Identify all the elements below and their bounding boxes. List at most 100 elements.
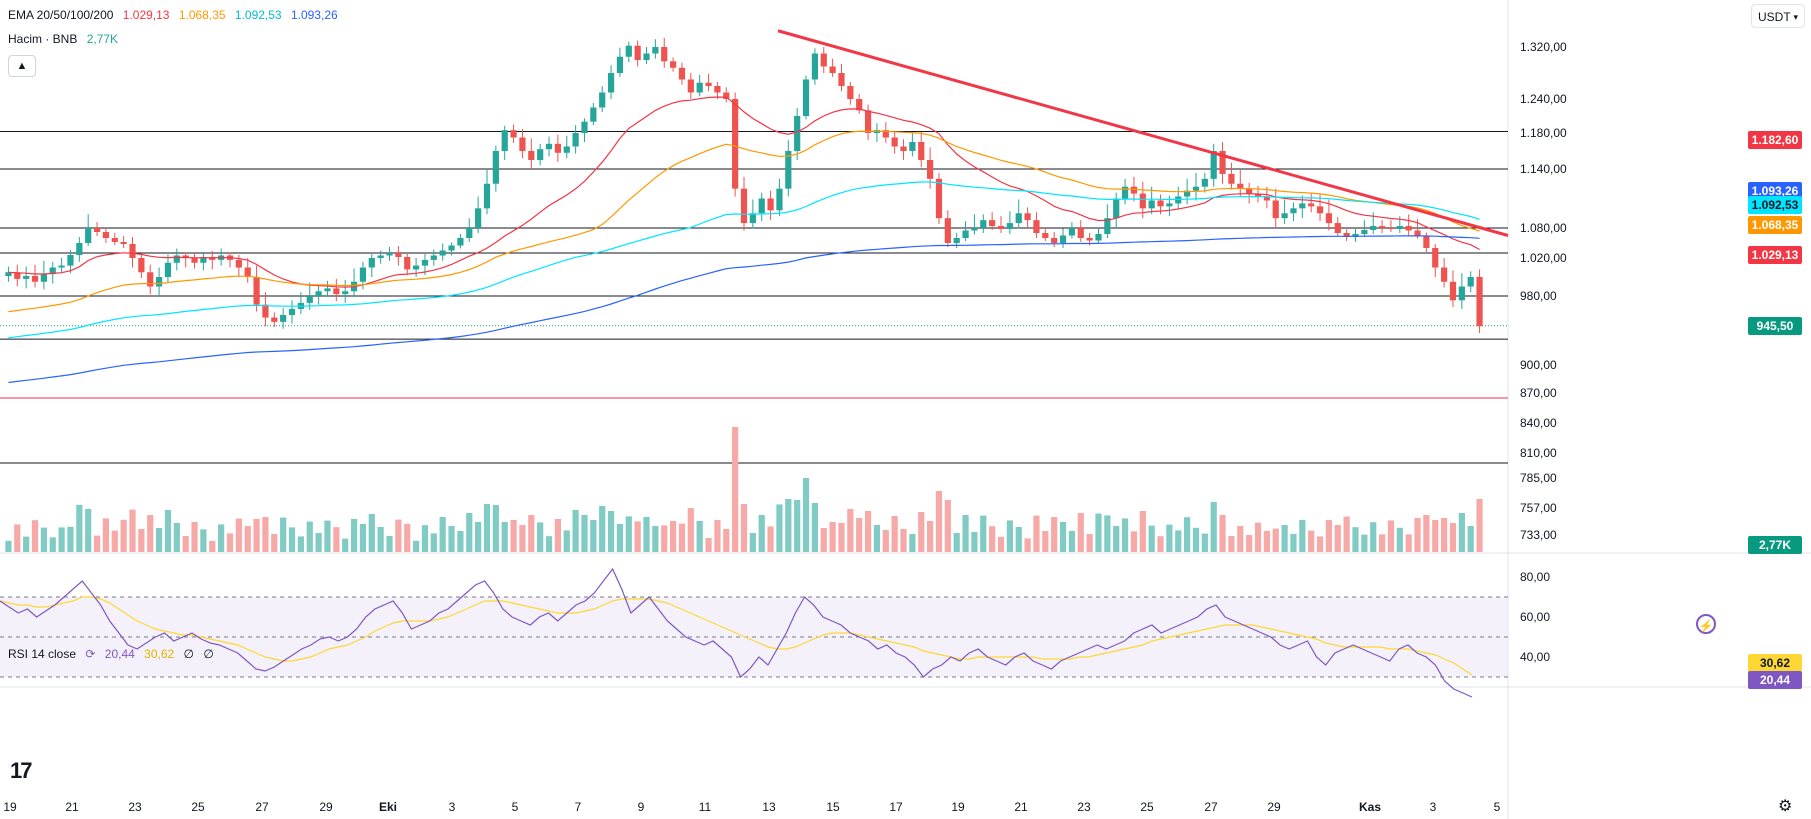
- candle-body[interactable]: [466, 228, 473, 238]
- rsi-line[interactable]: [0, 567, 1473, 698]
- volume-legend[interactable]: Hacim · BNB 2,77K: [8, 32, 124, 46]
- candle-body[interactable]: [661, 47, 668, 62]
- candle-body[interactable]: [643, 53, 650, 61]
- candle-body[interactable]: [164, 262, 172, 277]
- candle-body[interactable]: [1184, 190, 1191, 197]
- candle-body[interactable]: [1139, 193, 1146, 209]
- candle-body[interactable]: [58, 265, 65, 268]
- candle-body[interactable]: [93, 228, 101, 232]
- candle-body[interactable]: [882, 130, 889, 138]
- candle-body[interactable]: [634, 45, 641, 60]
- time-axis[interactable]: 19 21 23 25 27 29 Eki 3 5 7 9 11 13 15 17 19 21 23 25 27 29 K…: [3, 800, 1500, 814]
- candle-body[interactable]: [864, 110, 872, 133]
- candle-body[interactable]: [501, 130, 508, 151]
- candle-body[interactable]: [652, 47, 659, 54]
- candle-body[interactable]: [1006, 223, 1013, 229]
- candle-body[interactable]: [457, 238, 464, 246]
- candle-body[interactable]: [67, 255, 74, 266]
- candle-body[interactable]: [1051, 238, 1058, 243]
- ema-legend[interactable]: EMA 20/50/100/200 1.029,13 1.068,35 1.09…: [8, 8, 344, 22]
- candle-body[interactable]: [40, 274, 47, 282]
- candle-body[interactable]: [342, 291, 349, 295]
- candle-body[interactable]: [1378, 226, 1386, 228]
- candle-body[interactable]: [776, 188, 783, 211]
- candle-body[interactable]: [980, 220, 987, 228]
- candle-body[interactable]: [767, 198, 774, 211]
- candle-body[interactable]: [1113, 198, 1120, 219]
- candle-body[interactable]: [1210, 151, 1217, 179]
- candle-body[interactable]: [1449, 281, 1457, 301]
- flash-icon[interactable]: ⚡: [1696, 614, 1716, 634]
- candle-body[interactable]: [76, 243, 83, 255]
- candle-body[interactable]: [1254, 193, 1262, 197]
- candle-body[interactable]: [670, 61, 677, 68]
- candle-body[interactable]: [758, 198, 765, 214]
- candle-body[interactable]: [918, 142, 925, 160]
- candle-body[interactable]: [705, 82, 712, 86]
- candle-body[interactable]: [1095, 234, 1102, 241]
- candle-body[interactable]: [1077, 228, 1084, 238]
- candle-body[interactable]: [430, 255, 437, 260]
- tradingview-logo-icon[interactable]: 17: [10, 758, 33, 783]
- candle-body[interactable]: [253, 277, 260, 305]
- candle-body[interactable]: [182, 255, 189, 259]
- candle-body[interactable]: [935, 178, 943, 219]
- candle-body[interactable]: [554, 143, 561, 153]
- collapse-legend-button[interactable]: ▲: [8, 55, 36, 77]
- candle-body[interactable]: [749, 213, 756, 224]
- candle-body[interactable]: [1228, 173, 1235, 184]
- candle-body[interactable]: [1370, 226, 1377, 230]
- candle-body[interactable]: [138, 258, 145, 273]
- candle-body[interactable]: [909, 142, 916, 151]
- candle-body[interactable]: [412, 265, 420, 270]
- candle-body[interactable]: [1316, 206, 1324, 214]
- candle-body[interactable]: [1308, 203, 1315, 207]
- candle-body[interactable]: [714, 86, 721, 93]
- candle-body[interactable]: [404, 257, 411, 270]
- candle-body[interactable]: [1467, 277, 1474, 287]
- ema200-line[interactable]: [8, 235, 1480, 384]
- candle-body[interactable]: [723, 92, 730, 100]
- candle-body[interactable]: [1423, 235, 1430, 249]
- candle-body[interactable]: [625, 45, 632, 57]
- candle-body[interactable]: [891, 137, 898, 147]
- candle-body[interactable]: [306, 296, 313, 303]
- candle-body[interactable]: [1352, 234, 1359, 237]
- candle-body[interactable]: [1068, 228, 1076, 236]
- candle-body[interactable]: [111, 238, 118, 242]
- candle-body[interactable]: [1015, 213, 1022, 224]
- candle-body[interactable]: [200, 257, 207, 263]
- candle-body[interactable]: [209, 257, 216, 260]
- candle-body[interactable]: [927, 160, 934, 179]
- rsi-ma-line[interactable]: [0, 596, 1473, 676]
- candle-body[interactable]: [1157, 200, 1164, 207]
- candle-body[interactable]: [280, 314, 287, 322]
- candle-body[interactable]: [129, 244, 136, 258]
- candle-body[interactable]: [1325, 213, 1333, 224]
- ema100-line[interactable]: [8, 181, 1480, 339]
- candle-body[interactable]: [1059, 235, 1067, 244]
- candle-body[interactable]: [1396, 226, 1403, 229]
- candle-body[interactable]: [271, 317, 278, 322]
- candle-body[interactable]: [687, 79, 694, 93]
- candle-body[interactable]: [49, 267, 56, 275]
- candle-body[interactable]: [23, 276, 30, 279]
- candle-body[interactable]: [1033, 220, 1040, 233]
- candle-body[interactable]: [244, 267, 251, 278]
- candle-body[interactable]: [847, 86, 854, 99]
- candle-body[interactable]: [439, 250, 446, 256]
- candle-body[interactable]: [732, 99, 739, 189]
- candle-body[interactable]: [1192, 186, 1200, 191]
- candle-body[interactable]: [368, 258, 375, 268]
- candle-body[interactable]: [147, 272, 154, 287]
- candle-body[interactable]: [519, 137, 526, 152]
- candle-body[interactable]: [1290, 208, 1297, 214]
- candle-body[interactable]: [31, 276, 39, 282]
- candle-body[interactable]: [971, 228, 978, 231]
- candle-body[interactable]: [1201, 178, 1208, 187]
- candle-body[interactable]: [1263, 196, 1270, 201]
- candle-body[interactable]: [475, 208, 482, 228]
- candle-body[interactable]: [1299, 203, 1306, 209]
- candle-body[interactable]: [528, 151, 535, 160]
- candle-body[interactable]: [545, 143, 553, 150]
